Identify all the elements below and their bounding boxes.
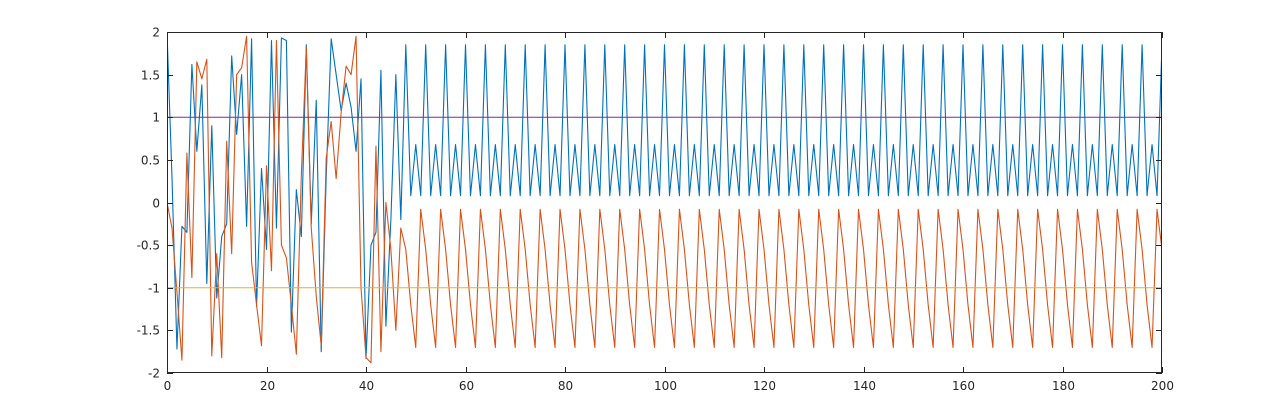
y-tick-label: -0.5 xyxy=(137,239,160,253)
series-layer xyxy=(167,32,1162,364)
y-tick-label: -2 xyxy=(148,367,160,381)
series-2-line xyxy=(167,35,1162,364)
y-tick-label: 1 xyxy=(152,111,160,125)
x-tick-label: 180 xyxy=(1052,379,1075,393)
x-tick-label: 60 xyxy=(459,379,474,393)
x-tick-label: 140 xyxy=(853,379,876,393)
x-tick-label: 100 xyxy=(654,379,677,393)
x-tick-label: 120 xyxy=(753,379,776,393)
x-tick-label: 0 xyxy=(164,379,172,393)
y-tick-label: 1.5 xyxy=(141,69,160,83)
y-tick-label: 0 xyxy=(152,197,160,211)
y-tick-label: -1.5 xyxy=(137,324,160,338)
y-tick-label: 2 xyxy=(152,26,160,40)
x-tick-label: 160 xyxy=(952,379,975,393)
axes: 0 20 40 60 80 100 120 140 160 180 200-2-1.5-1-0.50… xyxy=(137,26,1174,394)
y-tick-label: 0.5 xyxy=(141,154,160,168)
x-tick-label: 40 xyxy=(359,379,374,393)
x-tick-label: 80 xyxy=(558,379,573,393)
series-1-line xyxy=(167,32,1162,360)
y-tick-label: -1 xyxy=(148,282,160,296)
plot-frame xyxy=(167,32,1162,373)
x-tick-label: 20 xyxy=(260,379,275,393)
x-tick-label: 200 xyxy=(1151,379,1174,393)
